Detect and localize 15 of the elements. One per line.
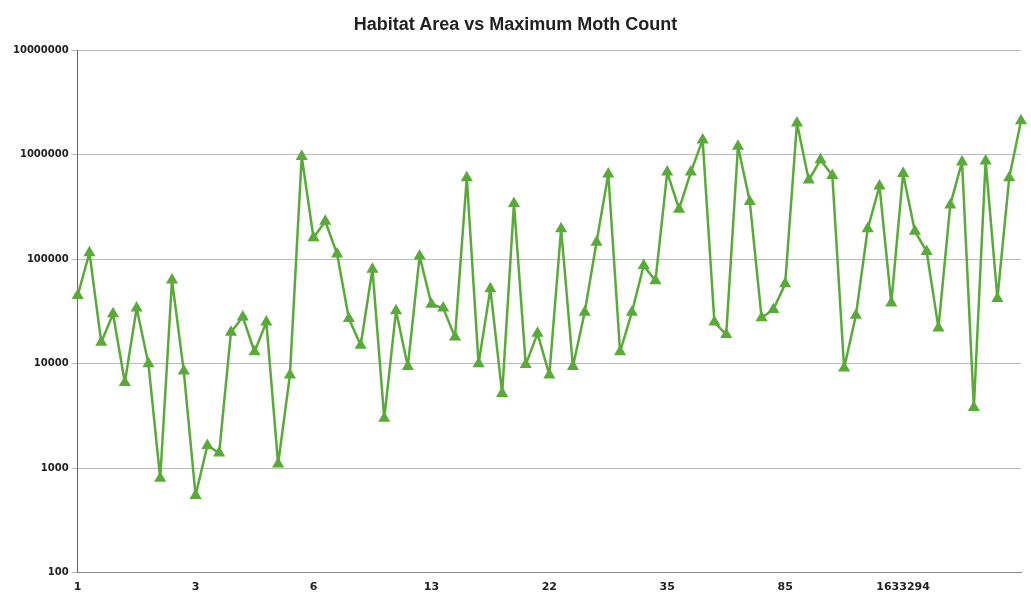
x-tick-label: 22: [541, 580, 557, 594]
y-tick-label: 1000000: [19, 148, 69, 160]
x-tick-label: 6: [309, 580, 318, 594]
y-tick-label: 1000: [40, 461, 69, 473]
x-tick-label: 35: [659, 580, 675, 594]
x-tick-label: 1: [73, 580, 82, 594]
y-tick-label: 100000: [26, 252, 69, 264]
y-tick-label: 10000000: [12, 43, 69, 55]
x-tick-label: 3: [191, 580, 200, 594]
chart-title: Habitat Area vs Maximum Moth Count: [352, 14, 679, 35]
y-tick-label: 10000: [33, 357, 69, 369]
x-tick-label: 85: [777, 580, 793, 594]
x-tick-label: 13: [423, 580, 440, 594]
y-tick-label: 100: [47, 566, 69, 578]
x-tick-label: 1633294: [876, 580, 931, 594]
